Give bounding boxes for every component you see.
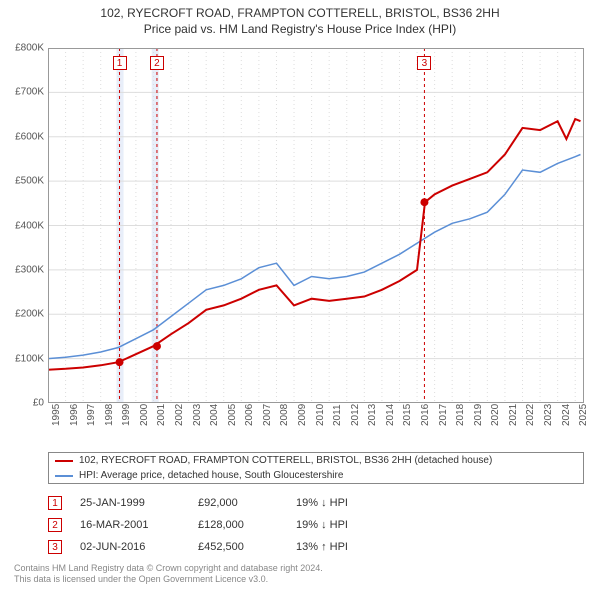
x-axis-label: 2018 (455, 404, 466, 426)
event-number-box: 1 (48, 496, 62, 510)
title-line-1: 102, RYECROFT ROAD, FRAMPTON COTTERELL, … (0, 6, 600, 22)
x-axis-label: 1996 (69, 404, 80, 426)
x-axis-label: 2010 (315, 404, 326, 426)
x-axis-label: 2001 (156, 404, 167, 426)
event-row: 1 25-JAN-1999 £92,000 19% ↓ HPI (48, 492, 584, 514)
y-axis-label: £700K (0, 87, 44, 98)
legend-row: HPI: Average price, detached house, Sout… (49, 468, 583, 483)
x-axis-label: 2006 (244, 404, 255, 426)
x-axis-label: 2005 (227, 404, 238, 426)
event-hpi: 13% ↑ HPI (296, 541, 396, 553)
x-axis-label: 2012 (350, 404, 361, 426)
legend-swatch (55, 460, 73, 462)
y-axis-label: £0 (0, 398, 44, 409)
event-date: 02-JUN-2016 (80, 541, 180, 553)
chart-container: 102, RYECROFT ROAD, FRAMPTON COTTERELL, … (0, 0, 600, 590)
x-axis-label: 2014 (385, 404, 396, 426)
x-axis-label: 1995 (51, 404, 62, 426)
plot-area: £0£100K£200K£300K£400K£500K£600K£700K£80… (48, 48, 584, 403)
x-axis-label: 2013 (367, 404, 378, 426)
event-hpi: 19% ↓ HPI (296, 497, 396, 509)
event-price: £92,000 (198, 497, 278, 509)
x-axis-label: 2021 (508, 404, 519, 426)
x-axis-label: 2022 (525, 404, 536, 426)
y-axis-label: £500K (0, 176, 44, 187)
footer-line-1: Contains HM Land Registry data © Crown c… (14, 563, 323, 575)
x-axis-label: 2007 (262, 404, 273, 426)
event-marker: 3 (417, 56, 431, 70)
event-row: 2 16-MAR-2001 £128,000 19% ↓ HPI (48, 514, 584, 536)
x-axis-label: 2020 (490, 404, 501, 426)
y-axis-label: £200K (0, 309, 44, 320)
x-axis-label: 2008 (279, 404, 290, 426)
x-axis-label: 2023 (543, 404, 554, 426)
event-date: 25-JAN-1999 (80, 497, 180, 509)
x-axis-label: 2000 (139, 404, 150, 426)
x-axis-label: 1997 (86, 404, 97, 426)
x-axis-label: 2011 (332, 404, 343, 426)
legend: 102, RYECROFT ROAD, FRAMPTON COTTERELL, … (48, 452, 584, 484)
legend-label: HPI: Average price, detached house, Sout… (79, 470, 343, 481)
event-date: 16-MAR-2001 (80, 519, 180, 531)
legend-label: 102, RYECROFT ROAD, FRAMPTON COTTERELL, … (79, 455, 492, 466)
event-hpi: 19% ↓ HPI (296, 519, 396, 531)
legend-swatch (55, 475, 73, 477)
x-axis-label: 1999 (121, 404, 132, 426)
x-axis-label: 2019 (473, 404, 484, 426)
x-axis-label: 2002 (174, 404, 185, 426)
plot-svg (48, 48, 584, 403)
x-axis-label: 2015 (402, 404, 413, 426)
event-list: 1 25-JAN-1999 £92,000 19% ↓ HPI2 16-MAR-… (48, 492, 584, 558)
event-price: £452,500 (198, 541, 278, 553)
x-axis-label: 2003 (192, 404, 203, 426)
x-axis-label: 2024 (561, 404, 572, 426)
x-axis-label: 2016 (420, 404, 431, 426)
y-axis-label: £400K (0, 220, 44, 231)
event-marker: 2 (150, 56, 164, 70)
x-axis-label: 2025 (578, 404, 589, 426)
y-axis-label: £800K (0, 43, 44, 54)
x-axis-label: 2017 (438, 404, 449, 426)
event-marker: 1 (113, 56, 127, 70)
legend-row: 102, RYECROFT ROAD, FRAMPTON COTTERELL, … (49, 453, 583, 468)
event-number-box: 3 (48, 540, 62, 554)
x-axis-label: 2009 (297, 404, 308, 426)
chart-title: 102, RYECROFT ROAD, FRAMPTON COTTERELL, … (0, 0, 600, 37)
y-axis-label: £600K (0, 131, 44, 142)
event-number-box: 2 (48, 518, 62, 532)
title-line-2: Price paid vs. HM Land Registry's House … (0, 22, 600, 38)
event-price: £128,000 (198, 519, 278, 531)
footer-line-2: This data is licensed under the Open Gov… (14, 574, 323, 586)
event-row: 3 02-JUN-2016 £452,500 13% ↑ HPI (48, 536, 584, 558)
footer: Contains HM Land Registry data © Crown c… (14, 563, 323, 586)
x-axis-label: 2004 (209, 404, 220, 426)
y-axis-label: £100K (0, 353, 44, 364)
y-axis-label: £300K (0, 264, 44, 275)
x-axis-label: 1998 (104, 404, 115, 426)
